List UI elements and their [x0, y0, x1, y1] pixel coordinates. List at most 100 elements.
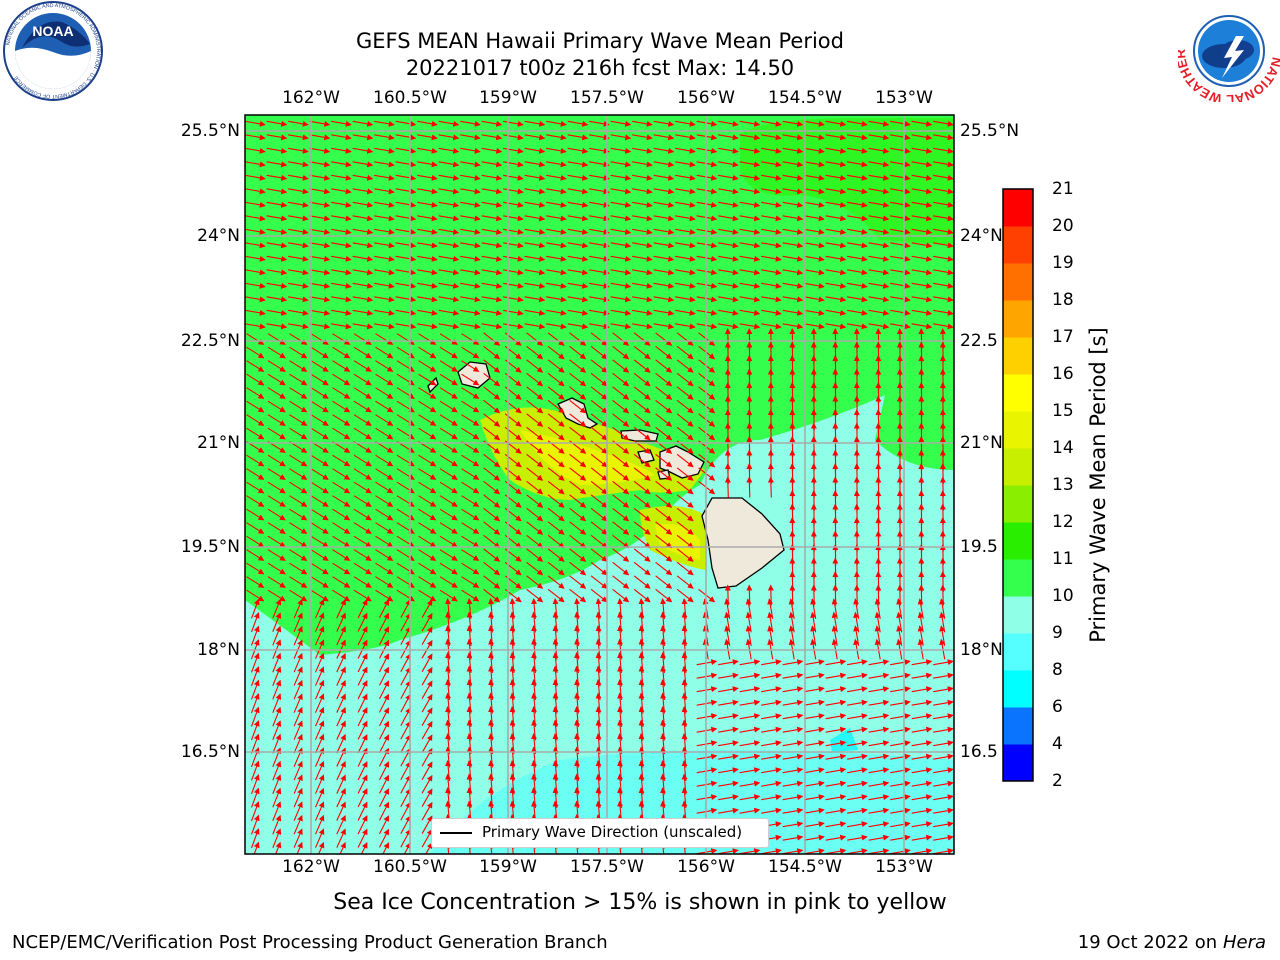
lon-tick-label: 156°W — [677, 857, 735, 877]
wave-direction-arrow — [524, 255, 546, 262]
wave-direction-arrow — [503, 296, 524, 303]
wave-direction-arrow — [396, 373, 415, 386]
wave-direction-arrow — [761, 147, 782, 154]
wave-direction-arrow — [610, 147, 632, 154]
wave-direction-arrow — [483, 399, 501, 414]
wave-direction-arrow — [911, 161, 933, 168]
wave-direction-arrow — [503, 174, 524, 181]
wave-direction-arrow — [331, 201, 352, 208]
wave-direction-arrow — [632, 161, 653, 168]
wave-direction-arrow — [632, 228, 653, 235]
wave-direction-arrow — [331, 255, 352, 262]
wave-direction-arrow — [804, 296, 825, 303]
wave-direction-arrow — [310, 333, 329, 345]
wave-direction-arrow — [590, 332, 608, 346]
wave-direction-arrow — [847, 215, 868, 222]
wave-direction-arrow — [461, 373, 480, 386]
wave-direction-arrow — [767, 476, 774, 498]
wave-direction-arrow — [524, 147, 546, 154]
wave-direction-arrow — [524, 134, 546, 141]
wave-direction-arrow — [460, 174, 481, 181]
lon-tick-label: 159°W — [479, 88, 537, 108]
wave-direction-arrow — [288, 120, 309, 127]
wave-direction-arrow — [933, 282, 954, 289]
wave-direction-arrow — [267, 360, 286, 372]
wave-direction-arrow — [633, 386, 651, 400]
wave-direction-arrow — [632, 309, 653, 316]
wave-direction-arrow — [246, 387, 265, 399]
wave-direction-arrow — [610, 228, 632, 235]
wave-direction-arrow — [352, 309, 374, 316]
wave-direction-arrow — [395, 323, 417, 330]
wave-direction-arrow — [438, 215, 460, 222]
wave-direction-arrow — [911, 269, 933, 276]
wave-direction-arrow — [739, 201, 761, 208]
wave-direction-arrow — [675, 120, 696, 127]
colorbar-segment — [1003, 337, 1033, 375]
wave-direction-arrow — [868, 296, 890, 303]
colorbar-segment — [1003, 744, 1033, 782]
wave-direction-arrow — [675, 147, 696, 154]
wave-direction-arrow — [245, 188, 266, 195]
wave-direction-arrow — [847, 147, 868, 154]
wave-direction-arrow — [933, 228, 954, 235]
wave-direction-arrow — [438, 269, 460, 276]
wave-direction-arrow — [266, 120, 288, 127]
wave-direction-arrow — [589, 215, 610, 222]
wave-direction-arrow — [353, 333, 372, 345]
colorbar-segment — [1003, 448, 1033, 486]
wave-direction-arrow — [526, 372, 544, 387]
wave-direction-arrow — [933, 161, 954, 168]
wave-direction-arrow — [911, 174, 933, 181]
wave-direction-arrow — [353, 346, 372, 359]
wave-direction-arrow — [911, 188, 933, 195]
wave-direction-arrow — [395, 120, 417, 127]
wave-direction-arrow — [309, 255, 331, 262]
wave-direction-arrow — [610, 296, 632, 303]
wave-direction-arrow — [653, 215, 675, 222]
wave-direction-arrow — [610, 255, 632, 262]
wave-direction-arrow — [245, 215, 266, 222]
wave-direction-arrow — [567, 296, 589, 303]
wave-direction-arrow — [746, 584, 753, 606]
wave-direction-arrow — [739, 323, 761, 330]
wave-direction-arrow — [718, 201, 739, 208]
wave-direction-arrow — [933, 323, 954, 330]
wave-direction-arrow — [890, 296, 911, 303]
wave-direction-arrow — [632, 215, 653, 222]
wave-direction-arrow — [374, 296, 395, 303]
wave-direction-arrow — [524, 269, 546, 276]
wave-direction-arrow — [739, 255, 761, 262]
wave-direction-arrow — [309, 323, 331, 330]
wave-direction-arrow — [610, 174, 632, 181]
wave-direction-arrow — [524, 161, 546, 168]
wave-direction-arrow — [761, 161, 782, 168]
wave-direction-arrow — [418, 414, 437, 426]
wave-direction-arrow — [782, 282, 804, 289]
wave-direction-arrow — [352, 269, 374, 276]
wave-direction-arrow — [610, 188, 632, 195]
wave-direction-arrow — [245, 269, 266, 276]
wave-direction-arrow — [610, 309, 632, 316]
wave-direction-arrow — [266, 188, 288, 195]
wave-direction-arrow — [503, 323, 524, 330]
wave-direction-arrow — [653, 161, 675, 168]
wave-direction-arrow — [739, 161, 761, 168]
wave-direction-arrow — [526, 399, 544, 414]
wave-direction-arrow — [890, 282, 911, 289]
wave-direction-arrow — [438, 188, 460, 195]
wave-direction-arrow — [288, 161, 309, 168]
wave-direction-arrow — [481, 147, 503, 154]
wave-direction-arrow — [868, 120, 890, 127]
wave-direction-arrow — [718, 242, 739, 249]
wave-direction-arrow — [804, 269, 825, 276]
colorbar-tick-label: 21 — [1052, 179, 1074, 199]
wave-direction-arrow — [417, 228, 438, 235]
wave-direction-arrow — [395, 282, 417, 289]
wave-direction-arrow — [739, 309, 761, 316]
wave-direction-arrow — [438, 296, 460, 303]
wave-direction-arrow — [309, 134, 331, 141]
wave-direction-arrow — [547, 386, 565, 400]
colorbar-segment — [1003, 411, 1033, 449]
wave-direction-arrow — [567, 134, 589, 141]
